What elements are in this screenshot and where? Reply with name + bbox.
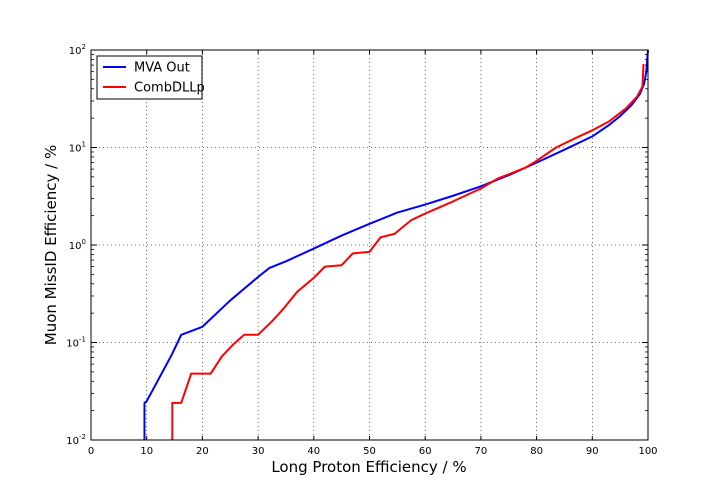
- x-tick-label: 40: [307, 446, 320, 457]
- axis-ticks: 0 10 20 30 40 50 60 70 80 90 100 10-2 10-1 100 101 102: [66, 43, 657, 457]
- x-tick-label: 30: [252, 446, 265, 457]
- legend-label-combdllp: CombDLLp: [134, 81, 205, 96]
- series-group: [143, 49, 649, 440]
- y-tick-label: 101: [69, 141, 86, 155]
- x-tick-label: 90: [586, 446, 599, 457]
- y-tick-label: 100: [69, 238, 86, 252]
- x-tick-label: 0: [88, 446, 94, 457]
- x-tick-label: 50: [363, 446, 376, 457]
- legend-label-mva-out: MVA Out: [134, 61, 190, 76]
- series-line-mva-out: [143, 49, 649, 440]
- x-tick-label: 70: [475, 446, 488, 457]
- y-tick-label: 102: [69, 43, 86, 57]
- x-tick-label: 60: [419, 446, 432, 457]
- series-line-combdllp: [171, 63, 645, 440]
- plot-area: [91, 50, 648, 440]
- legend-box: [96, 55, 203, 100]
- y-axis-label: Muon MissID Efficiency / %: [42, 145, 60, 345]
- x-tick-label: 80: [530, 446, 543, 457]
- y-tick-label: 10-2: [66, 433, 86, 447]
- grid: [91, 50, 648, 440]
- x-tick-label: 100: [638, 446, 657, 457]
- legend: MVA Out CombDLLp: [96, 55, 205, 100]
- x-tick-label: 10: [140, 446, 153, 457]
- y-tick-label: 10-1: [66, 336, 86, 350]
- x-tick-label: 20: [196, 446, 209, 457]
- x-axis-label: Long Proton Efficiency / %: [271, 458, 466, 476]
